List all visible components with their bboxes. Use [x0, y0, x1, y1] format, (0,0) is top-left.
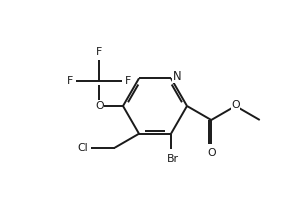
Text: O: O [207, 148, 215, 158]
Text: N: N [173, 70, 181, 83]
Text: F: F [67, 76, 73, 86]
Text: F: F [125, 76, 131, 86]
Text: Br: Br [167, 154, 179, 164]
Text: O: O [231, 100, 240, 110]
Text: F: F [96, 47, 102, 57]
Text: Cl: Cl [77, 143, 88, 153]
Text: O: O [95, 101, 104, 111]
